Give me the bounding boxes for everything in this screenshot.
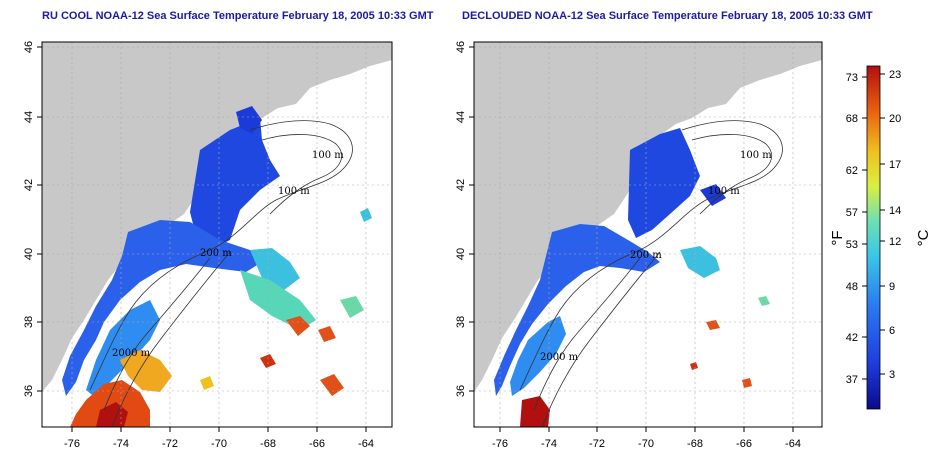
contour-label: 2000 m (540, 352, 579, 363)
map-title-left: RU COOL NOAA-12 Sea Surface Temperature … (42, 10, 434, 22)
bathymetry-contours (89, 120, 353, 427)
x-tick-label: -70 (211, 438, 227, 450)
celsius-tick: 3 (889, 369, 895, 381)
y-tick-label: 42 (23, 179, 35, 191)
fahrenheit-tick: 42 (846, 332, 858, 344)
contour-label: 100 m (278, 186, 310, 197)
contour-label: 100 m (740, 150, 772, 161)
fahrenheit-tick: 53 (846, 239, 858, 251)
x-tick-label: -72 (589, 438, 605, 450)
contour-label: 200 m (200, 248, 232, 259)
land-mass (42, 42, 392, 392)
celsius-tick: 23 (889, 69, 901, 81)
x-tick-label: -74 (541, 438, 557, 450)
x-tick-label: -76 (64, 438, 80, 450)
contour-label: 100 m (312, 150, 344, 161)
fahrenheit-tick: 68 (846, 113, 858, 125)
celsius-tick: 12 (889, 236, 901, 248)
contour-label: 200 m (630, 250, 662, 261)
fahrenheit-unit-label: °F (829, 230, 846, 245)
x-tick-label: -66 (309, 438, 325, 450)
celsius-tick: 14 (889, 205, 901, 217)
fahrenheit-tick: 73 (846, 72, 858, 84)
x-tick-label: -70 (638, 438, 654, 450)
y-tick-label: 44 (23, 111, 35, 123)
y-tick-label: 38 (23, 316, 35, 328)
colorbar: 73 68 62 57 53 48 42 37 23 20 17 14 12 9… (829, 65, 932, 410)
sst-field (62, 106, 372, 427)
map-frame (41, 41, 393, 428)
celsius-tick: 20 (889, 113, 901, 125)
x-tick-label: -64 (785, 438, 801, 450)
axis-ticks (469, 46, 794, 432)
map-title-right: DECLOUDED NOAA-12 Sea Surface Temperatur… (462, 10, 873, 22)
celsius-unit-label: °C (915, 229, 932, 246)
grid-lines (474, 42, 822, 427)
y-tick-label: 42 (455, 179, 467, 191)
y-tick-label: 44 (455, 111, 467, 123)
x-tick-label: -74 (113, 438, 129, 450)
map-panel-left: 100 m 100 m 200 m 2000 m -76 -74 -72 -70… (23, 41, 393, 450)
contour-label: 100 m (708, 186, 740, 197)
sst-field (494, 128, 770, 427)
y-tick-label: 46 (23, 41, 35, 53)
celsius-tick: 6 (889, 325, 895, 337)
y-tick-label: 38 (455, 316, 467, 328)
fahrenheit-tick: 37 (846, 374, 858, 386)
x-tick-label: -68 (687, 438, 703, 450)
celsius-tick: 17 (889, 159, 901, 171)
x-tick-label: -66 (736, 438, 752, 450)
contour-label: 2000 m (112, 348, 151, 359)
colorbar-gradient (866, 65, 881, 410)
y-tick-label: 40 (455, 248, 467, 260)
x-tick-label: -72 (162, 438, 178, 450)
fahrenheit-tick: 57 (846, 207, 858, 219)
land-mass (474, 42, 822, 392)
fahrenheit-tick: 48 (846, 281, 858, 293)
y-tick-label: 36 (23, 385, 35, 397)
axis-ticks (37, 46, 367, 432)
x-tick-label: -76 (492, 438, 508, 450)
x-tick-label: -64 (358, 438, 374, 450)
y-tick-label: 36 (455, 385, 467, 397)
y-tick-label: 40 (23, 248, 35, 260)
map-panel-right: 100 m 100 m 200 m 2000 m -76 -74 -72 -70… (455, 41, 823, 450)
grid-lines (42, 42, 392, 427)
map-frame (473, 41, 823, 428)
x-tick-label: -68 (260, 438, 276, 450)
y-tick-label: 46 (455, 41, 467, 53)
fahrenheit-tick: 62 (846, 165, 858, 177)
celsius-tick: 9 (889, 281, 895, 293)
bathymetry-contours (519, 120, 783, 427)
